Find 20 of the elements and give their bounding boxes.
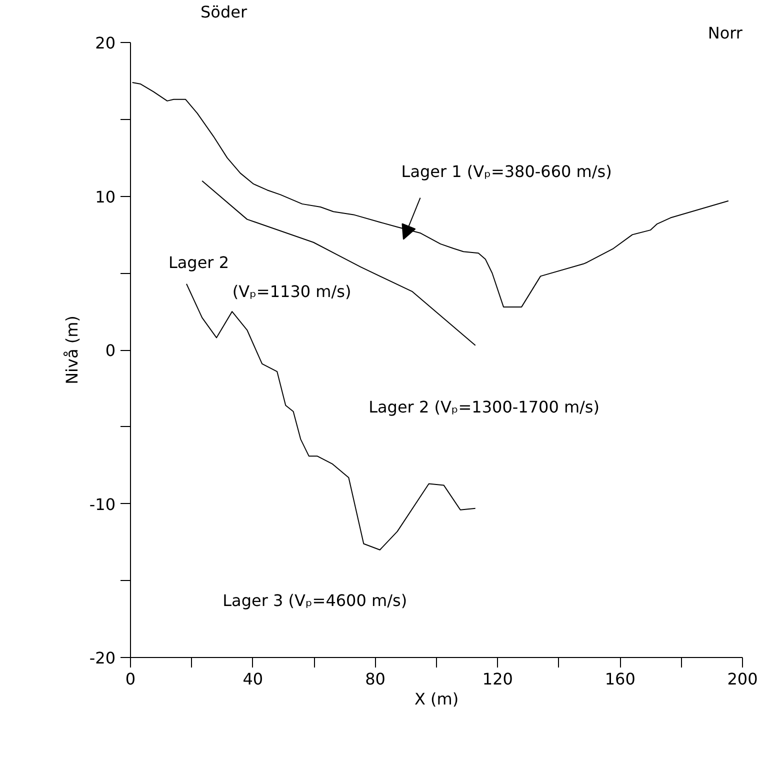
y-tick-label: -20 [89,648,116,668]
annotation: Lager 2 [168,252,230,272]
y-tick-label: 20 [95,34,116,52]
text: Norr [708,24,743,42]
x-axis-title: X (m) [414,690,459,708]
x-tick-label: 160 [604,670,636,688]
y-axis-title: Nivå (m) [62,316,82,384]
x-tick-label: 120 [482,670,513,688]
annotation: Lager 1 (Vₚ=380-660 m/s) [401,162,612,182]
y-tick-label: 10 [95,187,116,206]
y-tick-label: -10 [89,494,116,514]
annotation: Lager 2 (Vₚ=1300-1700 m/s) [368,397,600,416]
annotation: (Vₚ=1130 m/s) [232,282,352,302]
annotation: Lager 3 (Vₚ=4600 m/s) [222,591,408,610]
text: Söder [200,2,248,22]
y-tick-label: 0 [105,341,116,360]
x-tick-label: 40 [242,670,264,688]
x-tick-label: 0 [125,670,136,688]
x-tick-label: 80 [365,670,386,688]
x-tick-label: 200 [727,670,758,688]
